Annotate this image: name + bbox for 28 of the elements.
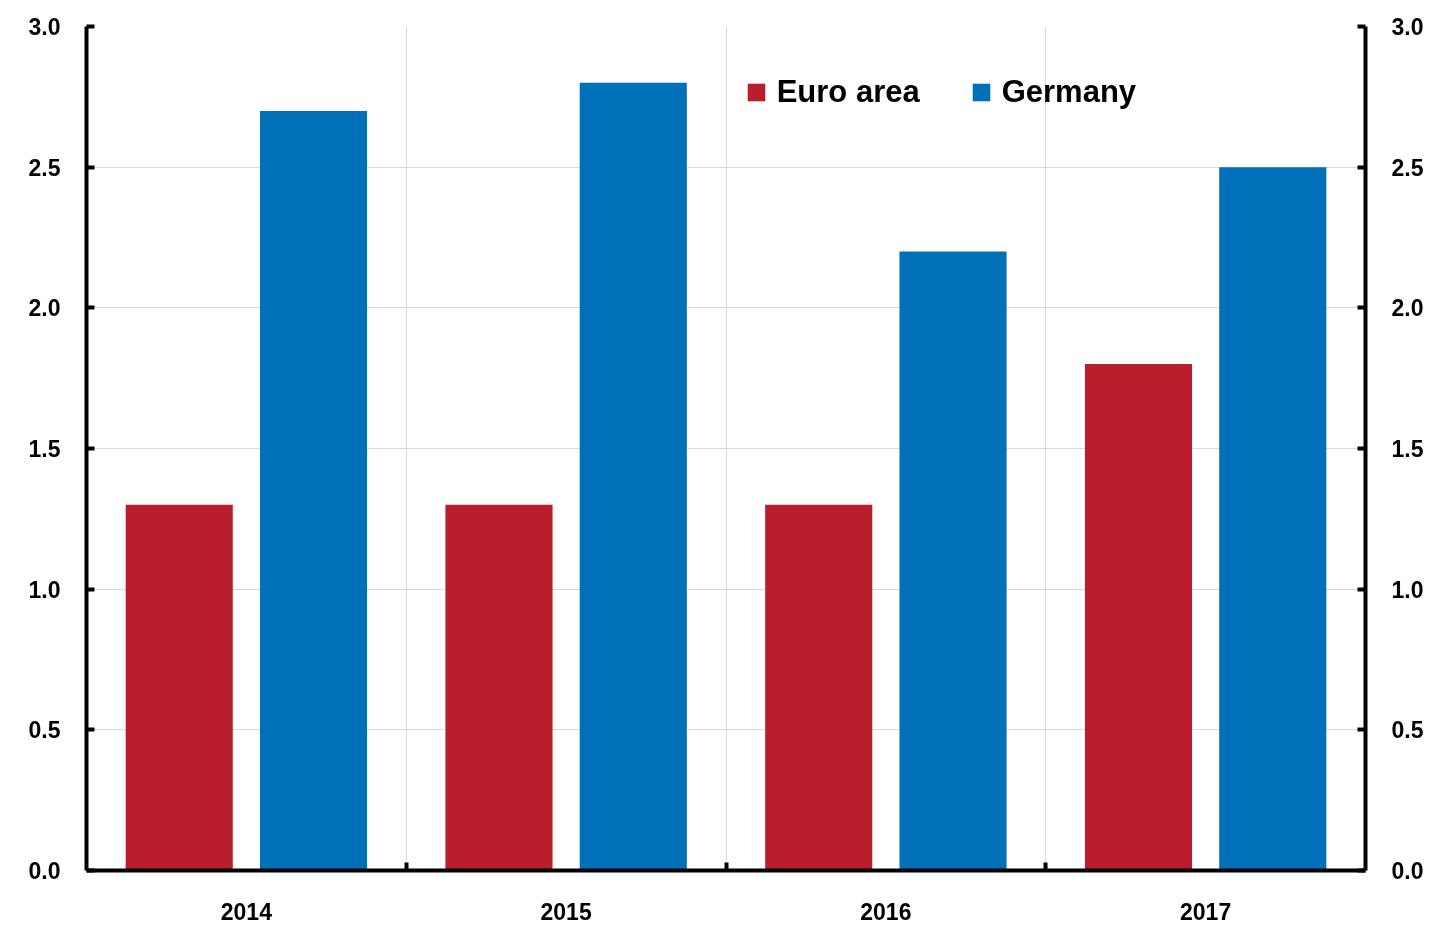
bar <box>125 504 233 871</box>
bar <box>1084 364 1193 871</box>
y2-tick-label: 3.0 <box>1391 14 1424 40</box>
legend-label: Euro area <box>776 74 920 111</box>
y-tick-label: 2.0 <box>28 295 61 322</box>
x-tick-label: 2014 <box>220 898 273 925</box>
y2-tick-label: 2.5 <box>1391 154 1424 181</box>
y-tick-label: 0.5 <box>28 717 61 744</box>
x-tick-label: 2016 <box>860 898 912 925</box>
x-tick-label: 2017 <box>1180 898 1232 925</box>
y2-tick-label: 1.0 <box>1391 576 1424 603</box>
legend-label: Germany <box>1001 74 1137 111</box>
bar <box>899 251 1007 871</box>
bar <box>259 110 368 871</box>
x-tick-label: 2015 <box>540 898 592 925</box>
y2-tick-label: 0.0 <box>1391 858 1424 884</box>
y-tick-label: 1.5 <box>28 436 61 462</box>
y-tick-label: 1.0 <box>28 576 61 603</box>
y-tick-label: 0.0 <box>28 858 61 884</box>
bar <box>579 82 687 871</box>
y-tick-label: 2.5 <box>28 154 61 181</box>
bar <box>445 504 553 871</box>
bar <box>765 504 873 871</box>
y2-tick-label: 2.0 <box>1391 295 1424 322</box>
y2-tick-label: 1.5 <box>1391 436 1424 462</box>
y2-tick-label: 0.5 <box>1391 717 1424 744</box>
bar <box>1219 167 1327 871</box>
y-tick-label: 3.0 <box>28 14 61 40</box>
